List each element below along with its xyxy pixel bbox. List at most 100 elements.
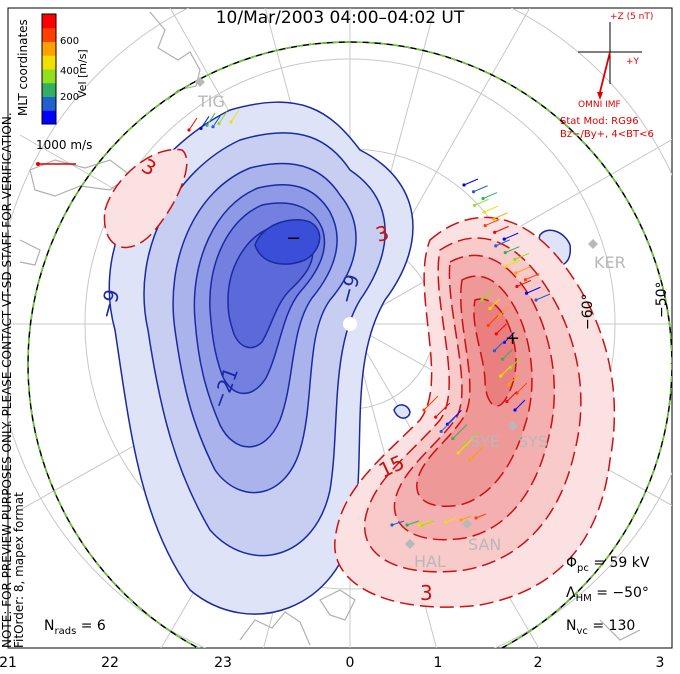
potential-maximum-marker: + <box>505 328 520 349</box>
velocity-vector <box>469 445 485 461</box>
pole-marker <box>343 317 357 331</box>
velocity-vector <box>218 111 228 124</box>
velocity-vector <box>463 178 479 186</box>
station-marker-tig <box>195 77 205 87</box>
colorbar-segment <box>42 69 56 84</box>
contour-label: 3 <box>373 220 392 246</box>
velocity-vector <box>526 286 541 294</box>
station-marker-ker <box>588 239 598 249</box>
velocity-colorbar <box>41 13 57 125</box>
mlt-tick: 1 <box>433 655 443 671</box>
mlt-tick: 3 <box>655 655 665 671</box>
velocity-vectors <box>187 109 551 527</box>
colorbar-segment <box>42 41 56 56</box>
heppner-maynard-boundary-dashes <box>27 41 672 648</box>
colorbar-tick: 200 <box>60 92 80 103</box>
velocity-vector <box>535 293 551 301</box>
velocity-vector <box>508 374 520 385</box>
colorbar-segment <box>42 96 56 111</box>
colorbar-label: Vel [m/s] <box>76 49 89 98</box>
station-label-tig: TIG <box>198 92 225 111</box>
imf-y-label: +Y <box>626 57 640 67</box>
velocity-vector <box>502 348 513 360</box>
colorbar-segment <box>42 14 56 29</box>
velocity-vector <box>506 391 518 402</box>
negative-potential-cell <box>108 101 414 615</box>
velocity-vector <box>500 365 512 377</box>
station-label-sys: SYS <box>518 432 549 451</box>
velocity-vector <box>505 246 520 254</box>
colorbar-segment <box>42 110 56 125</box>
velocity-vector <box>493 212 508 220</box>
velocity-vector <box>483 205 499 213</box>
contour-label: 3 <box>420 581 433 605</box>
velocity-vector <box>447 409 462 425</box>
velocity-vector <box>514 399 526 411</box>
cross-polar-cap-potential: Φpc = 59 kV <box>566 555 650 574</box>
fit-order-note: FitOrder: 8, mapex format <box>12 492 26 648</box>
colorbar-segment <box>42 27 56 42</box>
stat-model-params: Bz−/By+, 4<BT<6 <box>560 129 654 140</box>
imf-z-label: +Z (5 nT) <box>610 12 654 22</box>
velocity-vector <box>206 112 216 126</box>
velocity-vector <box>418 520 432 526</box>
velocity-vector <box>506 259 521 267</box>
plot-frame <box>7 7 673 649</box>
velocity-vector <box>440 417 456 432</box>
velocity-vector <box>504 232 519 240</box>
radar-count: Nrads = 6 <box>44 618 106 637</box>
velocity-vector <box>514 252 530 260</box>
map-title: 10/Mar/2003 04:00–04:02 UT <box>215 8 465 28</box>
velocity-vector <box>435 402 451 418</box>
coords-label: MLT coordinates <box>16 19 30 116</box>
station-label-san: SAN <box>468 535 502 554</box>
latitude-label: −50° <box>654 281 670 318</box>
velocity-vector <box>481 289 493 301</box>
velocity-vector <box>494 225 509 233</box>
station-marker-san <box>462 519 472 529</box>
imf-dial <box>578 22 642 100</box>
velocity-vector <box>423 395 439 411</box>
velocity-vector <box>504 331 515 343</box>
mlt-tick: 23 <box>214 655 232 671</box>
velocity-vector <box>474 198 489 206</box>
velocity-vector <box>391 520 405 526</box>
velocity-vector <box>525 273 540 281</box>
velocity-vector <box>212 114 222 128</box>
station-marker-hal <box>405 539 415 549</box>
scale-vector-dot <box>36 162 40 166</box>
station-label-ker: KER <box>594 253 626 272</box>
positive-potential-cell <box>334 216 616 608</box>
station-markers <box>195 77 598 549</box>
velocity-vector <box>188 117 198 131</box>
scale-vector-label: 1000 m/s <box>36 138 93 152</box>
velocity-vector <box>516 280 532 287</box>
velocity-vector <box>487 315 499 326</box>
velocity-vector <box>494 340 505 352</box>
latitude-label: −60° <box>580 293 596 330</box>
mlt-tick: 22 <box>101 655 119 671</box>
velocity-vector <box>445 517 457 523</box>
velocity-vector <box>495 239 510 247</box>
velocity-vector <box>421 520 435 526</box>
velocity-vector <box>497 306 509 318</box>
velocity-vector <box>489 298 501 309</box>
station-label-sye: SYE <box>470 432 501 451</box>
velocity-vector <box>230 109 240 123</box>
potential-minimum-marker: − <box>286 228 301 249</box>
velocity-vector <box>460 515 472 521</box>
mlt-tick: 0 <box>345 655 355 671</box>
colorbar-frame <box>41 13 57 125</box>
velocity-vector <box>475 513 487 519</box>
velocity-vector <box>510 357 521 369</box>
velocity-vector <box>406 520 420 526</box>
stat-model: Stat Mod: RG96 <box>560 116 639 127</box>
velocity-vector <box>516 382 528 394</box>
colorbar-tick: 400 <box>60 66 80 77</box>
mlt-tick: 2 <box>533 655 543 671</box>
velocity-vector <box>484 219 500 227</box>
negative-island <box>393 404 411 419</box>
velocity-vector <box>200 116 210 129</box>
station-marker-sye <box>508 421 518 431</box>
